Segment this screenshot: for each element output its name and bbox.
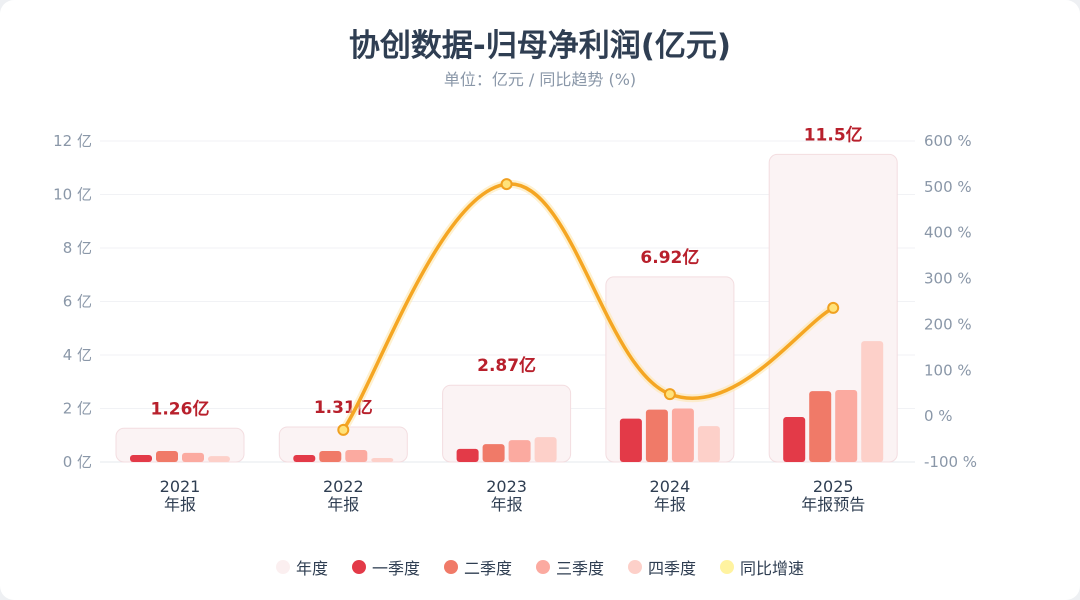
- annual-label: 1.26亿: [151, 398, 210, 419]
- quarter-bar-1: [130, 455, 152, 462]
- yoy-line-glow: [339, 180, 836, 433]
- y-right-tick: 100 %: [924, 361, 972, 379]
- y-right-tick: 300 %: [924, 270, 972, 288]
- quarter-bar-2: [809, 391, 832, 462]
- legend-label: 同比增速: [740, 559, 805, 578]
- x-tick-type: 年报: [327, 495, 359, 514]
- x-tick-type: 年报: [654, 495, 686, 514]
- quarter-bar-4: [371, 457, 394, 462]
- y-right-tick: 600 %: [924, 132, 972, 150]
- x-tick-year: 2021: [160, 477, 201, 496]
- legend-swatch: [351, 560, 366, 574]
- legend-label: 三季度: [556, 559, 605, 578]
- y-left-tick: 4 亿: [63, 346, 92, 364]
- annual-label: 6.92亿: [640, 247, 699, 268]
- yoy-point: [500, 178, 513, 191]
- quarter-bar-1: [456, 448, 479, 462]
- annual-label: 2.87亿: [477, 355, 536, 376]
- legend-item[interactable]: 四季度: [628, 555, 696, 579]
- chart-title: 协创数据-归母净利润(亿元): [348, 28, 732, 64]
- x-tick-year: 2024: [650, 477, 691, 496]
- legend-item[interactable]: 三季度: [536, 555, 604, 579]
- quarter-bar-4: [534, 437, 557, 462]
- quarter-bar-4: [861, 341, 884, 462]
- legend-swatch: [275, 560, 290, 574]
- legend-label: 四季度: [648, 559, 697, 578]
- quarter-bar-1: [619, 418, 642, 462]
- y-left-tick: 8 亿: [63, 239, 92, 257]
- legend-label: 年度: [295, 559, 328, 578]
- y-right-tick: 0 %: [924, 407, 953, 425]
- quarter-bar-2: [482, 444, 505, 462]
- quarter-bar-2: [319, 451, 342, 462]
- legend-swatch: [628, 560, 643, 574]
- quarter-bar-2: [645, 409, 668, 462]
- quarter-bar-1: [783, 417, 806, 462]
- legend-label: 一季度: [371, 559, 420, 578]
- x-tick-type: 年报预告: [801, 495, 865, 514]
- x-tick-year: 2022: [323, 477, 364, 496]
- y-left-tick: 0 亿: [63, 453, 92, 471]
- x-tick-year: 2025: [813, 477, 854, 496]
- y-left-tick: 6 亿: [63, 293, 92, 311]
- y-left-tick: 2 亿: [63, 400, 92, 418]
- quarter-bar-2: [156, 451, 178, 462]
- yoy-point: [337, 423, 350, 436]
- quarter-bar-4: [208, 456, 230, 462]
- legend-swatch: [720, 560, 735, 574]
- legend-item[interactable]: 一季度: [351, 555, 420, 579]
- annual-label: 11.5亿: [804, 124, 863, 145]
- legend-item[interactable]: 年度: [275, 555, 328, 579]
- annual-bar: [115, 427, 245, 463]
- yoy-point: [663, 388, 676, 401]
- quarter-bar-1: [293, 455, 316, 462]
- x-tick-year: 2023: [486, 477, 527, 496]
- quarter-bar-3: [345, 449, 368, 462]
- quarter-bar-3: [508, 440, 531, 462]
- quarter-bar-3: [671, 408, 694, 462]
- y-left-tick: 12 亿: [53, 132, 92, 150]
- y-right-tick: 500 %: [924, 178, 972, 196]
- y-right-tick: 400 %: [924, 224, 972, 242]
- legend-item[interactable]: 同比增速: [720, 555, 804, 579]
- annual-bar: [605, 276, 735, 463]
- quarter-bar-3: [182, 452, 204, 462]
- yoy-point: [827, 301, 840, 314]
- chart-subtitle: 单位：亿元 / 同比趋势 (%): [443, 70, 637, 89]
- yoy-line: [341, 182, 835, 431]
- legend-label: 二季度: [463, 559, 512, 578]
- legend-swatch: [536, 560, 550, 574]
- legend: 年度 一季度 二季度 三季度 四季度 同比增速: [0, 555, 1080, 579]
- quarter-bar-4: [697, 426, 720, 462]
- quarter-bar-3: [835, 390, 858, 462]
- legend-item[interactable]: 二季度: [443, 555, 512, 579]
- y-right-tick: 200 %: [924, 315, 972, 333]
- y-left-tick: 10 亿: [53, 186, 92, 204]
- legend-swatch: [443, 560, 458, 574]
- x-tick-type: 年报: [491, 495, 523, 514]
- y-right-tick: -100 %: [924, 453, 977, 471]
- x-tick-type: 年报: [164, 495, 196, 514]
